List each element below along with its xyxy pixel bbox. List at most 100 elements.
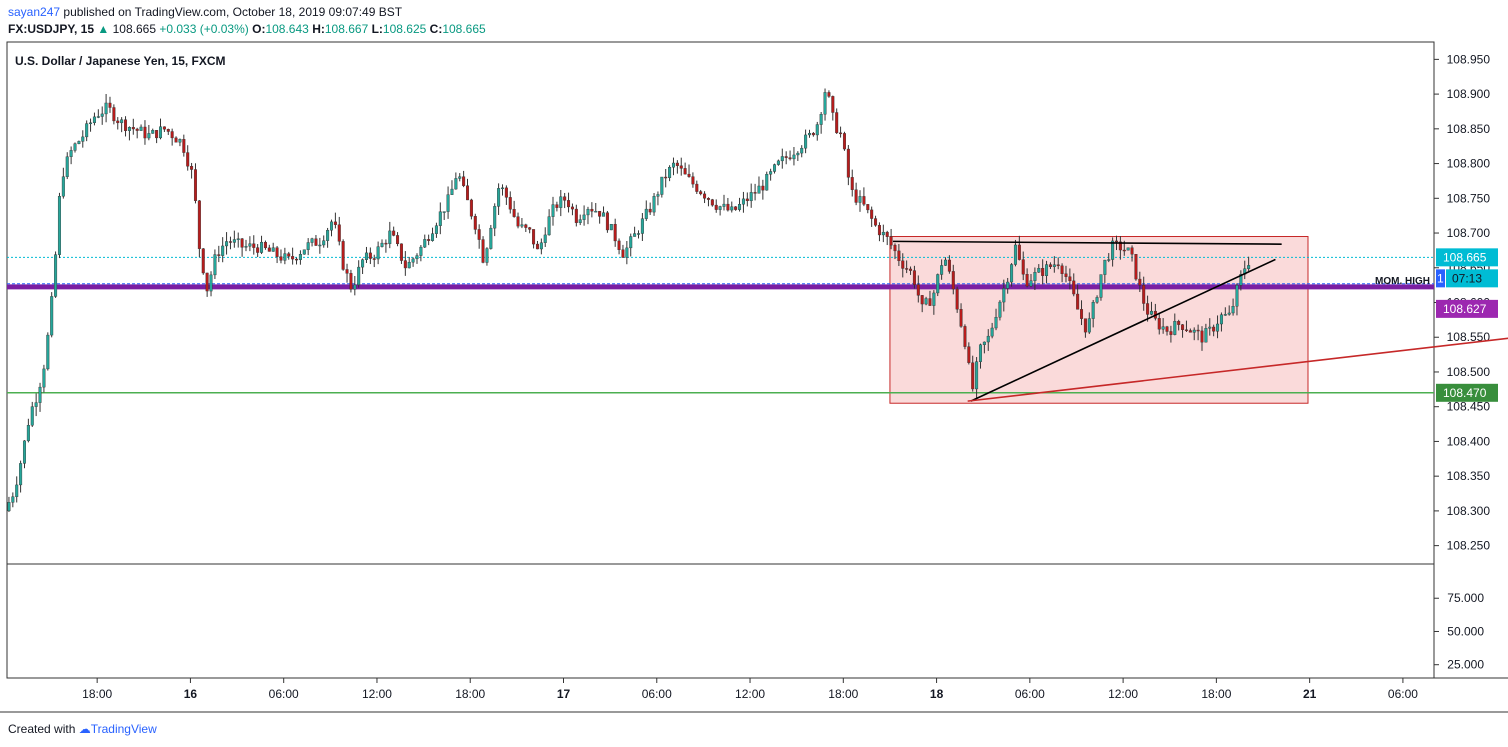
candle-down <box>835 112 839 134</box>
candle-up <box>15 484 19 497</box>
published-text: published on TradingView.com, October 18… <box>63 5 403 19</box>
candle-down <box>889 236 893 246</box>
x-tick-label: 06:00 <box>1015 687 1045 701</box>
candle-up <box>1091 302 1095 319</box>
candle-up <box>1192 329 1196 333</box>
candle-up <box>1126 247 1130 251</box>
range-zone <box>889 236 1309 404</box>
candle-down <box>267 247 271 252</box>
candle-up <box>796 152 800 156</box>
candle-up <box>1111 240 1115 260</box>
tradingview-brand-link[interactable]: TradingView <box>90 722 157 736</box>
candle-down <box>846 148 850 178</box>
candle-up <box>633 233 637 237</box>
candle-up <box>1235 285 1239 307</box>
candle-down <box>850 177 854 190</box>
candle-up <box>46 334 50 370</box>
candle-down <box>252 243 256 248</box>
x-tick-label: 18:00 <box>455 687 485 701</box>
candle-up <box>458 176 462 179</box>
author-link[interactable]: sayan247 <box>8 5 61 19</box>
candle-up <box>485 248 489 263</box>
candle-up <box>11 496 15 503</box>
candle-down <box>190 166 194 170</box>
candle-down <box>912 270 916 285</box>
candle-up <box>1013 244 1017 265</box>
candle-up <box>660 176 664 195</box>
candle-up <box>322 240 326 246</box>
candle-up <box>1107 259 1111 261</box>
candle-down <box>1060 265 1064 274</box>
y-tick-label: 108.450 <box>1447 400 1491 414</box>
x-tick-label: 17 <box>557 687 571 701</box>
candle-down <box>131 127 135 130</box>
candle-up <box>221 245 225 256</box>
y-tick-label: 108.800 <box>1447 157 1491 171</box>
y-tick-label: 108.400 <box>1447 434 1491 448</box>
candle-down <box>714 204 718 210</box>
candle-down <box>1072 280 1076 295</box>
green-price-tag: 108.470 <box>1443 386 1487 400</box>
candle-down <box>675 162 679 166</box>
candle-down <box>349 273 353 290</box>
x-tick-label: 12:00 <box>735 687 765 701</box>
candle-up <box>306 242 310 250</box>
candle-up <box>1103 259 1107 275</box>
candle-down <box>112 107 116 122</box>
candle-up <box>559 196 563 208</box>
candle-up <box>994 317 998 329</box>
y-tick-label: 108.500 <box>1447 365 1491 379</box>
candle-down <box>784 156 788 158</box>
candle-down <box>897 250 901 262</box>
candle-down <box>971 362 975 390</box>
candle-up <box>1006 281 1010 289</box>
x-tick-label: 18:00 <box>828 687 858 701</box>
candle-up <box>1231 306 1235 314</box>
candle-up <box>543 234 547 243</box>
candle-down <box>874 218 878 226</box>
candle-up <box>1204 328 1208 343</box>
candle-up <box>629 236 633 249</box>
candle-up <box>539 242 543 250</box>
osc-tick-label: 50.000 <box>1447 624 1484 638</box>
candle-down <box>951 271 955 290</box>
candle-up <box>388 230 392 244</box>
candle-up <box>776 160 780 165</box>
candle-down <box>372 258 376 260</box>
candle-up <box>936 274 940 294</box>
candle-down <box>166 129 170 132</box>
candle-up <box>749 192 753 202</box>
x-tick-label: 12:00 <box>362 687 392 701</box>
candle-down <box>753 192 757 194</box>
candle-up <box>986 335 990 343</box>
candle-up <box>159 126 163 139</box>
change-text: +0.033 (+0.03%) <box>159 22 249 36</box>
candle-down <box>706 198 710 200</box>
open-value: 108.643 <box>265 22 309 36</box>
candle-down <box>1118 241 1122 251</box>
candle-up <box>644 208 648 219</box>
candle-down <box>1041 268 1045 276</box>
candle-down <box>368 252 372 259</box>
x-tick-label: 18:00 <box>1201 687 1231 701</box>
high-value: 108.667 <box>324 22 369 36</box>
candle-down <box>427 239 431 241</box>
candle-down <box>905 268 909 270</box>
candle-up <box>1087 318 1091 333</box>
candle-down <box>613 223 617 242</box>
candle-down <box>1165 326 1169 332</box>
candle-up <box>65 156 69 177</box>
candle-up <box>1161 326 1165 330</box>
candle-up <box>858 196 862 203</box>
candle-down <box>920 295 924 305</box>
candle-up <box>376 246 380 260</box>
candle-down <box>473 216 477 230</box>
candle-up <box>236 238 240 240</box>
candle-up <box>151 130 155 134</box>
candle-up <box>1010 264 1014 283</box>
candle-up <box>454 178 458 190</box>
up-arrow-icon: ▲ <box>97 22 110 36</box>
candle-up <box>765 173 769 191</box>
candle-up <box>96 116 100 118</box>
